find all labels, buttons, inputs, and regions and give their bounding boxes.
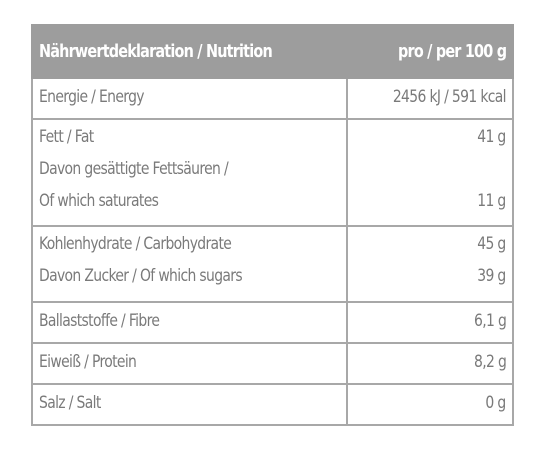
row-value: 6,1 g — [346, 301, 514, 344]
table-row-energy: Energie / Energy 2456 kJ / 591 kcal — [31, 77, 514, 120]
row-value: 8,2 g — [346, 342, 514, 385]
header-label: Nährwertdeklaration / Nutrition — [31, 24, 348, 79]
nutrition-table: Nährwertdeklaration / Nutrition pro / pe… — [31, 24, 514, 426]
table-header-row: Nährwertdeklaration / Nutrition pro / pe… — [31, 24, 514, 79]
table-row-salt: Salz / Salt 0 g — [31, 383, 514, 426]
row-label: Ballaststoffe / Fibre — [31, 301, 348, 344]
row-label: Energie / Energy — [31, 77, 348, 120]
table-row-fibre: Ballaststoffe / Fibre 6,1 g — [31, 301, 514, 344]
row-label: Kohlenhydrate / Carbohydrate Davon Zucke… — [31, 225, 348, 303]
row-label: Eiweiß / Protein — [31, 342, 348, 385]
table-row-protein: Eiweiß / Protein 8,2 g — [31, 342, 514, 385]
table-row-carbohydrate: Kohlenhydrate / Carbohydrate Davon Zucke… — [31, 225, 514, 303]
row-value: 41 g 11 g — [346, 118, 514, 227]
row-label: Fett / Fat Davon gesättigte Fettsäuren /… — [31, 118, 348, 227]
table-row-fat: Fett / Fat Davon gesättigte Fettsäuren /… — [31, 118, 514, 227]
header-value: pro / per 100 g — [346, 24, 514, 79]
row-value: 2456 kJ / 591 kcal — [346, 77, 514, 120]
row-label: Salz / Salt — [31, 383, 348, 426]
row-value: 0 g — [346, 383, 514, 426]
row-value: 45 g 39 g — [346, 225, 514, 303]
